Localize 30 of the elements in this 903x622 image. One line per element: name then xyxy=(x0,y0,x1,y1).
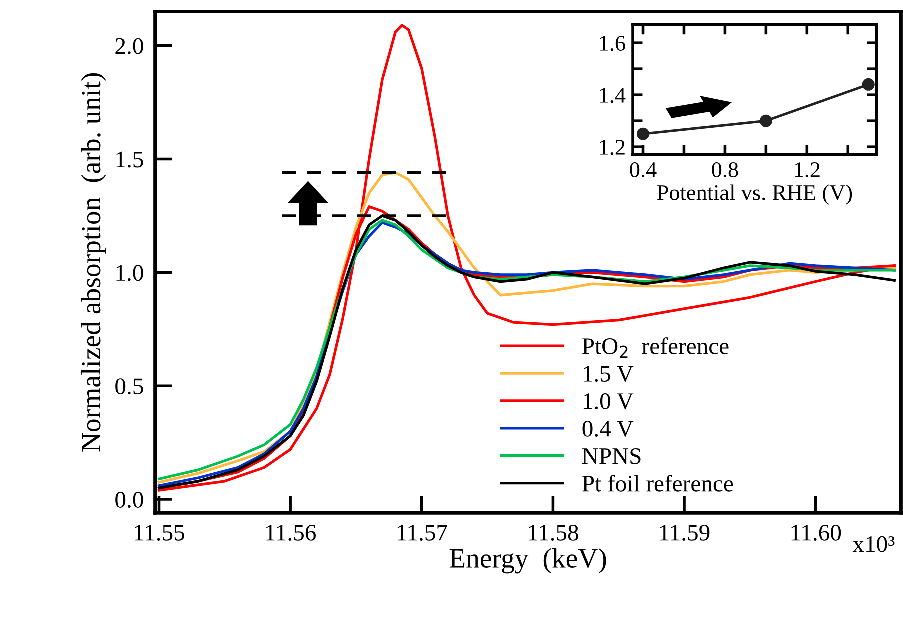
legend-label: 1.0 V xyxy=(584,394,634,410)
legend-label: NPNS xyxy=(582,448,641,464)
point xyxy=(760,114,772,128)
x-tick-label: 11.57 xyxy=(398,525,448,541)
y-tick-label: 0.0 xyxy=(116,492,144,508)
legend-label: PtO$_{2}$ reference xyxy=(582,338,729,358)
x-axis-title: Potential vs. RHE (V) xyxy=(657,184,852,205)
x-tick-label: 0.8 xyxy=(712,162,738,178)
x-axis-title: Energy (keV) xyxy=(450,548,606,574)
text: x10³ xyxy=(852,536,895,552)
y-tick-label: 1.2 xyxy=(600,140,625,156)
legend-label: 0.4 V xyxy=(582,420,634,438)
x-tick-label: 11.55 xyxy=(135,525,184,541)
x-tick-label: 11.59 xyxy=(660,525,710,541)
point xyxy=(636,128,650,140)
x-tick-label: 11.60 xyxy=(792,524,842,541)
x-tick-label: 11.56 xyxy=(266,525,316,541)
x-tick-label: 0.4 xyxy=(630,162,657,178)
y-tick-label: 1.0 xyxy=(116,265,144,282)
y-tick-label: 1.6 xyxy=(600,36,626,52)
point xyxy=(862,78,875,91)
legend-label: 1.5 V xyxy=(584,366,634,382)
y-axis-title: Normalized absorption (arb. unit) xyxy=(81,74,106,452)
y-tick-label: 1.5 xyxy=(116,152,144,168)
y-tick-label: 0.5 xyxy=(116,378,144,395)
x-tick-label: 1.2 xyxy=(795,162,820,178)
y-tick-label: 1.4 xyxy=(600,88,626,104)
x-tick-label: 11.58 xyxy=(529,524,578,541)
y-tick-label: 2.0 xyxy=(116,38,144,54)
legend-label: Pt foil reference xyxy=(582,474,734,492)
